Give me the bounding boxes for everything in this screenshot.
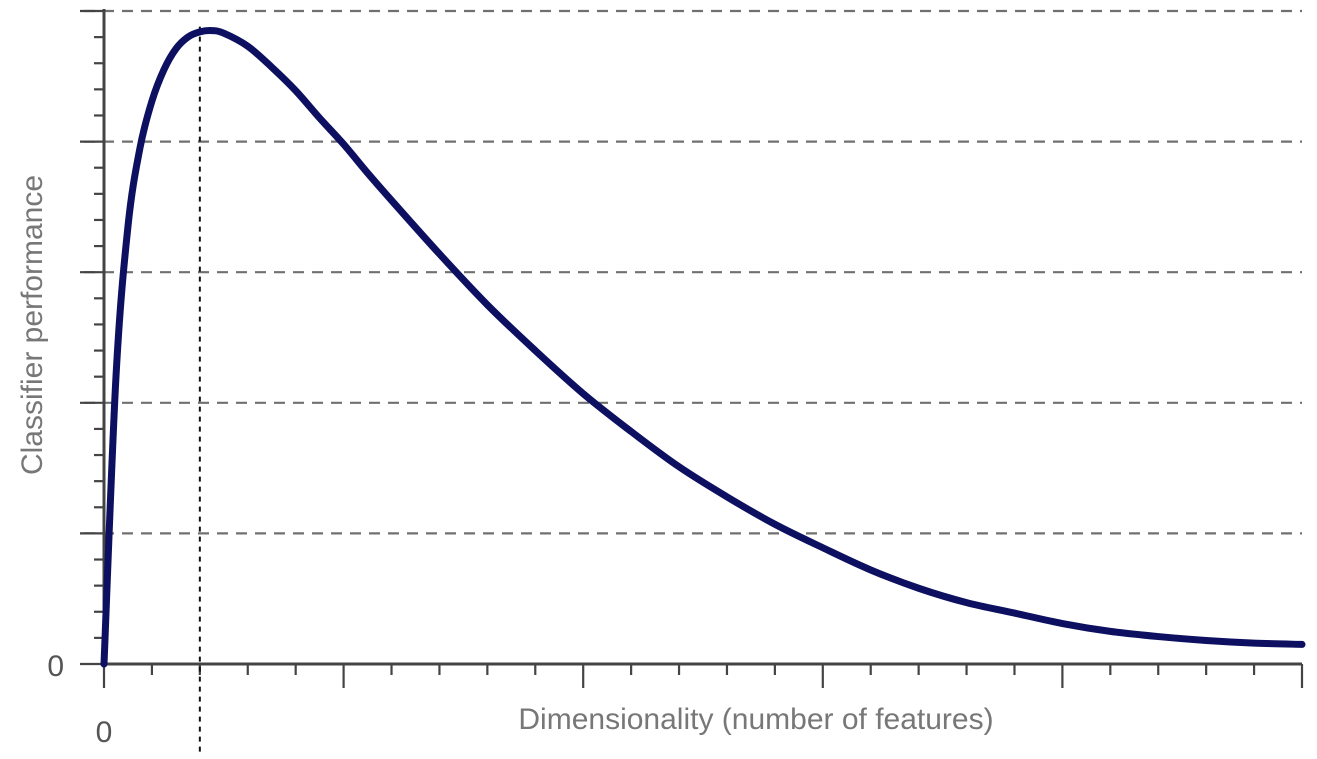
x-tick-label-0: 0 <box>96 716 113 749</box>
grid-lines <box>84 9 1302 535</box>
x-axis-label: Dimensionality (number of features) <box>518 703 993 736</box>
y-ticks <box>80 9 104 666</box>
axes <box>80 9 1304 688</box>
series-line-performance <box>100 27 1306 668</box>
y-tick-label-0: 0 <box>47 650 64 683</box>
y-axis-label: Classifier performance <box>16 175 49 475</box>
x-ticks <box>102 664 1304 688</box>
